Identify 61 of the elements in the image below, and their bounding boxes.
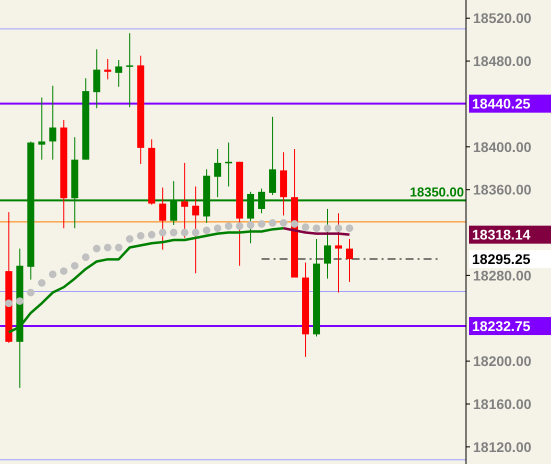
y-tick-label: 18120.00 (473, 438, 532, 455)
y-tick-label: 18480.00 (473, 53, 532, 70)
point (290, 220, 298, 228)
point (236, 222, 244, 230)
y-tick-label: 18400.00 (473, 138, 532, 155)
ref-line-label: 18232.75 (472, 318, 531, 334)
text: 18318.14 (472, 226, 531, 243)
ref-line-label: 18295.25 (472, 251, 531, 268)
candlestick (192, 186, 200, 274)
y-tick-label: 18520.00 (473, 10, 532, 26)
point (312, 224, 320, 232)
point (148, 230, 156, 238)
point (202, 226, 210, 234)
candlestick (335, 212, 342, 294)
point (224, 222, 232, 230)
y-tick-label: 18360.00 (473, 182, 532, 198)
candlestick (346, 238, 353, 282)
candlestick (159, 187, 166, 250)
candlestick (38, 97, 46, 160)
point (158, 228, 166, 236)
candlestick (181, 162, 188, 238)
candlestick (214, 148, 222, 198)
point (26, 288, 35, 296)
line-series (282, 227, 351, 236)
point (258, 220, 266, 228)
point (324, 224, 332, 232)
point (280, 219, 288, 227)
point (246, 221, 254, 229)
point (16, 297, 24, 305)
point (180, 228, 188, 236)
point (82, 253, 90, 261)
point (136, 232, 144, 240)
point (104, 244, 112, 252)
point (48, 270, 57, 278)
ref-line-label: 18440.25 (472, 96, 531, 112)
point (114, 244, 122, 252)
point (38, 279, 46, 287)
candlestick (269, 116, 276, 196)
candlestick (104, 58, 112, 80)
point (92, 244, 101, 252)
point (4, 299, 13, 308)
candlestick (93, 48, 100, 109)
point (346, 224, 354, 232)
point (268, 219, 276, 227)
point (70, 262, 79, 270)
point (192, 228, 200, 236)
candlestick (225, 142, 232, 187)
point (170, 228, 178, 236)
point (214, 224, 222, 232)
y-tick-label: 18280.00 (473, 267, 532, 284)
candlestick (115, 60, 122, 88)
point (60, 267, 68, 275)
candlestick (324, 208, 332, 280)
candlestick (126, 32, 134, 108)
point (302, 223, 310, 231)
ref-line-label: 18350.00 (410, 184, 464, 200)
point (334, 224, 342, 232)
point (126, 235, 134, 243)
y-tick-label: 18160.00 (473, 396, 532, 412)
candlestick (49, 85, 56, 160)
y-tick-label: 18200.00 (473, 353, 532, 370)
